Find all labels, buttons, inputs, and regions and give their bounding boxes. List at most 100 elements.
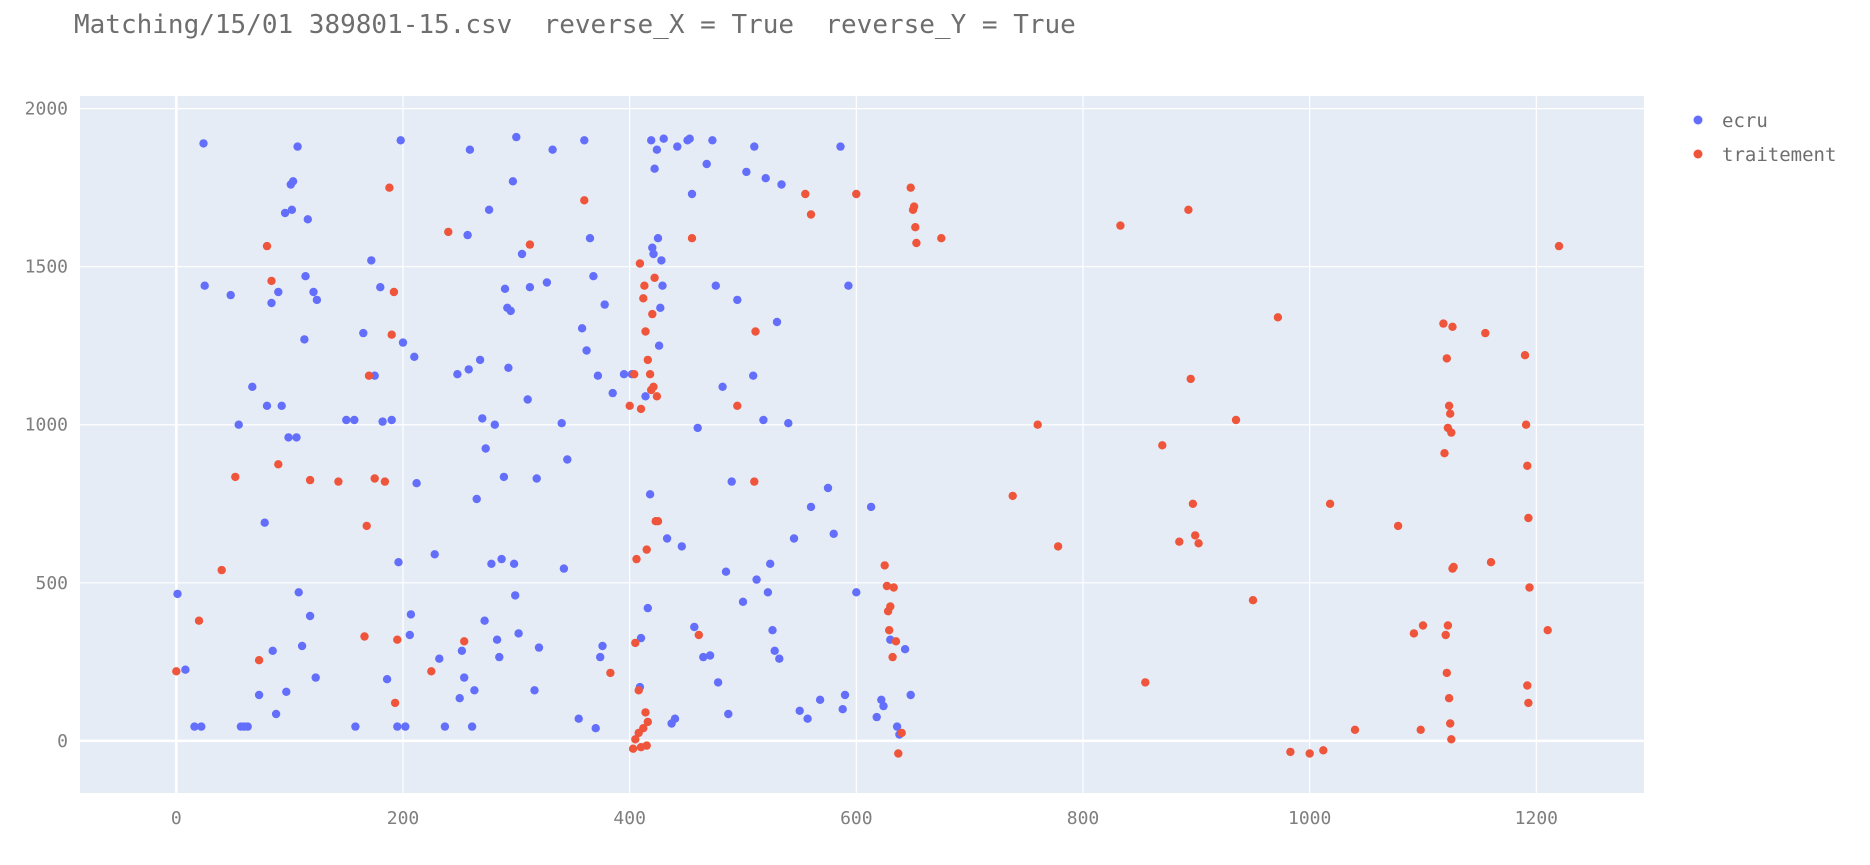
data-point-traitement bbox=[606, 668, 615, 678]
data-point-traitement bbox=[1448, 322, 1457, 331]
data-point-traitement bbox=[1273, 313, 1283, 322]
data-point-ecru bbox=[525, 283, 535, 292]
data-point-ecru bbox=[724, 709, 733, 719]
data-point-traitement bbox=[625, 401, 634, 410]
data-point-traitement bbox=[650, 273, 659, 282]
x-tick-label: 1200 bbox=[1515, 808, 1558, 829]
data-point-ecru bbox=[293, 142, 302, 151]
data-point-ecru bbox=[440, 722, 450, 731]
data-point-ecru bbox=[690, 622, 699, 632]
x-tick-label: 800 bbox=[1067, 808, 1100, 829]
data-point-ecru bbox=[645, 490, 655, 499]
data-point-traitement bbox=[648, 309, 657, 319]
data-point-traitement bbox=[631, 735, 640, 744]
data-point-traitement bbox=[1439, 319, 1448, 328]
data-point-ecru bbox=[749, 371, 758, 380]
data-point-ecru bbox=[378, 417, 387, 426]
data-point-ecru bbox=[852, 588, 861, 597]
data-point-traitement bbox=[1449, 562, 1458, 572]
data-point-ecru bbox=[523, 395, 532, 404]
legend-item-traitement[interactable]: traitement bbox=[1693, 144, 1837, 166]
data-point-traitement bbox=[1443, 621, 1453, 630]
data-point-ecru bbox=[727, 477, 736, 486]
data-point-traitement bbox=[1554, 241, 1564, 251]
legend-item-ecru[interactable]: ecru bbox=[1693, 110, 1768, 132]
data-point-ecru bbox=[654, 341, 664, 350]
data-point-traitement bbox=[274, 460, 283, 469]
data-point-ecru bbox=[226, 290, 235, 300]
data-point-traitement bbox=[645, 370, 655, 379]
data-point-ecru bbox=[268, 646, 277, 655]
data-point-traitement bbox=[194, 616, 204, 625]
data-point-traitement bbox=[1184, 205, 1193, 214]
data-point-ecru bbox=[254, 690, 264, 700]
data-point-traitement bbox=[897, 728, 906, 738]
data-point-ecru bbox=[657, 256, 666, 265]
data-point-traitement bbox=[687, 234, 697, 243]
data-point-ecru bbox=[396, 136, 405, 145]
data-point-ecru bbox=[784, 419, 793, 428]
y-tick-label: 1000 bbox=[25, 415, 68, 436]
data-point-ecru bbox=[312, 295, 322, 305]
data-point-ecru bbox=[738, 597, 748, 606]
data-point-ecru bbox=[705, 651, 715, 660]
data-point-ecru bbox=[342, 415, 351, 425]
plot-area bbox=[80, 96, 1644, 793]
data-point-traitement bbox=[305, 475, 315, 485]
data-point-ecru bbox=[577, 324, 587, 333]
data-point-traitement bbox=[906, 183, 915, 192]
data-point-ecru bbox=[711, 281, 720, 290]
data-point-ecru bbox=[648, 243, 657, 252]
data-point-ecru bbox=[900, 645, 910, 654]
data-point-ecru bbox=[284, 433, 293, 442]
data-point-traitement bbox=[387, 330, 396, 339]
data-point-traitement bbox=[641, 327, 650, 336]
data-point-traitement bbox=[888, 652, 897, 662]
data-point-ecru bbox=[580, 136, 589, 145]
data-point-traitement bbox=[1442, 668, 1452, 678]
data-point-ecru bbox=[292, 433, 301, 442]
y-tick-label: 2000 bbox=[25, 99, 68, 120]
data-point-ecru bbox=[574, 714, 583, 723]
data-point-ecru bbox=[300, 335, 309, 344]
data-point-ecru bbox=[517, 249, 527, 259]
data-point-ecru bbox=[453, 370, 462, 379]
data-point-traitement bbox=[1286, 747, 1295, 757]
data-point-traitement bbox=[634, 686, 643, 695]
data-point-ecru bbox=[591, 724, 600, 733]
data-point-ecru bbox=[480, 616, 489, 625]
data-point-ecru bbox=[759, 415, 768, 425]
data-point-ecru bbox=[280, 208, 290, 218]
data-point-ecru bbox=[600, 300, 609, 309]
data-point-traitement bbox=[1305, 749, 1314, 758]
data-point-ecru bbox=[838, 705, 847, 714]
data-point-traitement bbox=[885, 626, 894, 635]
x-tick-label: 600 bbox=[840, 808, 873, 829]
data-point-traitement bbox=[751, 327, 760, 336]
data-point-ecru bbox=[393, 722, 402, 731]
data-point-traitement bbox=[1486, 558, 1496, 567]
data-point-ecru bbox=[394, 558, 403, 567]
data-point-traitement bbox=[389, 287, 399, 297]
data-point-traitement bbox=[909, 202, 919, 211]
data-point-ecru bbox=[803, 714, 812, 723]
data-point-ecru bbox=[659, 134, 668, 143]
legend-marker-traitement bbox=[1693, 149, 1703, 159]
data-point-ecru bbox=[742, 167, 751, 177]
data-point-ecru bbox=[673, 142, 682, 151]
data-point-ecru bbox=[872, 712, 881, 722]
series-traitement bbox=[172, 183, 1564, 758]
data-point-ecru bbox=[481, 444, 490, 453]
legend[interactable]: ecru traitement bbox=[1693, 110, 1837, 166]
data-point-traitement bbox=[370, 474, 379, 483]
data-point-traitement bbox=[1444, 694, 1454, 703]
data-point-ecru bbox=[766, 559, 775, 568]
data-point-ecru bbox=[504, 363, 513, 372]
data-point-ecru bbox=[398, 338, 408, 347]
data-point-traitement bbox=[362, 521, 371, 531]
data-point-traitement bbox=[649, 382, 658, 391]
data-point-traitement bbox=[852, 189, 861, 199]
data-point-traitement bbox=[639, 724, 648, 733]
data-point-traitement bbox=[580, 196, 589, 205]
data-point-ecru bbox=[770, 646, 779, 655]
